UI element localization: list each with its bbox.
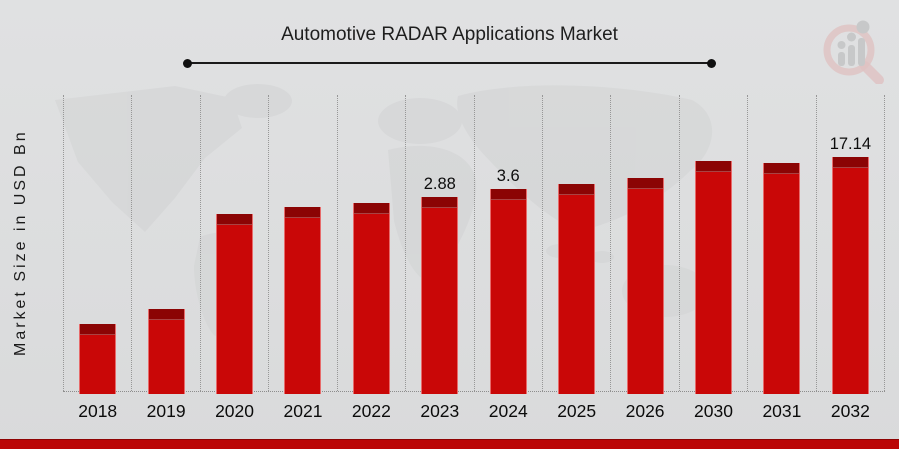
bar-cap: [627, 178, 663, 189]
bar-2020: [216, 214, 254, 394]
bar-2021: [284, 207, 322, 394]
chart-column-2032: 17.14 2032: [817, 95, 886, 421]
bar-cap: [559, 184, 595, 195]
underline-left-dot-icon: [183, 58, 192, 68]
bar-2023: [421, 197, 459, 394]
magnifier-bar-chart-logo-icon: [823, 20, 884, 84]
x-axis-tick-label: 2020: [215, 401, 255, 421]
bar-2030: [695, 161, 732, 394]
chart-column-2021: 2021: [269, 95, 338, 421]
chart-column-2020: 2020: [201, 95, 270, 421]
bar-chart-plot-area: 2018 2019 2020 2021 2022 2.88 2023: [63, 95, 886, 421]
chart-column-2031: 2031: [748, 95, 817, 421]
bar-value-label: 3.6: [496, 166, 520, 185]
chart-column-2023: 2.88 2023: [406, 95, 475, 421]
x-axis-tick-label: 2024: [488, 401, 528, 421]
bar-2032: [831, 157, 869, 394]
bar-cap: [217, 214, 253, 225]
x-axis-tick-label: 2021: [283, 401, 323, 421]
bar-cap: [285, 207, 321, 218]
y-axis-label: Market Size in USD Bn: [12, 129, 29, 357]
bar-2022: [352, 203, 390, 394]
bar-2025: [558, 184, 596, 394]
chart-column-2024: 3.6 2024: [475, 95, 543, 421]
chart-column-2019: 2019: [132, 95, 201, 421]
bar-cap: [353, 203, 389, 214]
bar-cap: [148, 309, 184, 320]
x-axis-tick-label: 2031: [762, 401, 802, 421]
x-axis-tick-label: 2023: [420, 401, 460, 421]
chart-column-2030: 2030: [680, 95, 749, 421]
bar-2024: [489, 189, 527, 394]
bar-2026: [626, 178, 664, 394]
underline-right-dot-icon: [707, 58, 716, 68]
chart-column-2022: 2022: [338, 95, 407, 421]
bar-cap: [422, 197, 458, 208]
bar-2031: [763, 163, 801, 394]
bar-cap: [696, 161, 731, 172]
bar-2019: [147, 309, 185, 394]
x-axis-tick-label: 2030: [694, 401, 733, 421]
bar-value-label: 2.88: [423, 174, 456, 193]
bar-cap: [80, 324, 116, 335]
x-axis-tick-label: 2018: [78, 401, 118, 421]
x-axis-tick-label: 2019: [146, 401, 186, 421]
footer-red-strip: [0, 439, 899, 449]
x-axis-tick-label: 2026: [625, 401, 665, 421]
chart-column-2018: 2018: [63, 95, 133, 421]
chart-column-2026: 2026: [611, 95, 680, 421]
x-axis-tick-label: 2025: [557, 401, 597, 421]
page-title: Automotive RADAR Applications Market: [281, 24, 618, 45]
chart-column-2025: 2025: [543, 95, 612, 421]
x-axis-tick-label: 2032: [830, 401, 870, 421]
bar-cap: [490, 189, 526, 200]
bar-cap: [764, 163, 800, 174]
x-axis-tick-label: 2022: [351, 401, 391, 421]
bar-cap: [832, 157, 868, 168]
bar-value-label: 17.14: [829, 134, 871, 153]
bar-2018: [79, 324, 117, 394]
title-underline: [183, 58, 716, 68]
